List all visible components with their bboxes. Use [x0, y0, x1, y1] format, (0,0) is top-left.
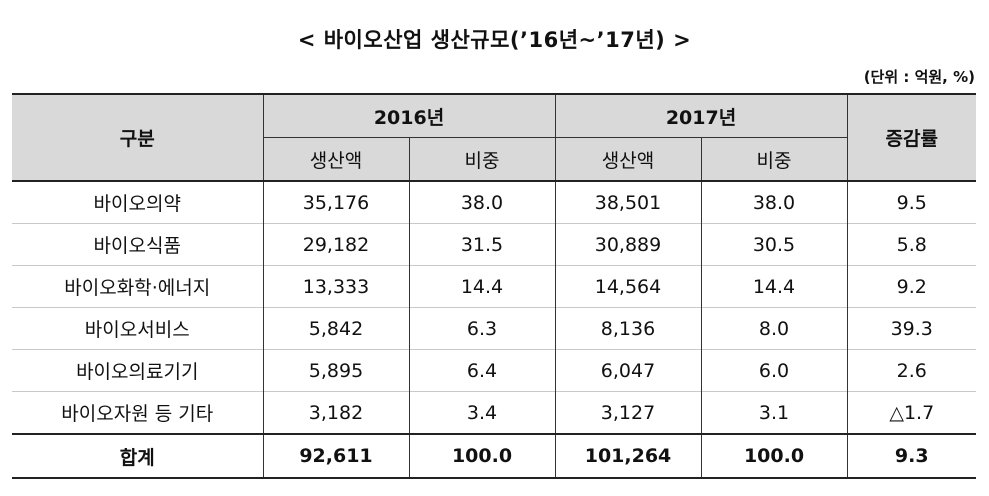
total-label: 합계 [12, 433, 264, 479]
row-name: 바이오화학·에너지 [12, 265, 264, 308]
cell-production-2016: 3,182 [262, 391, 410, 434]
cell-share-2017: 38.0 [700, 180, 848, 224]
header-share-2016: 비중 [408, 137, 556, 182]
cell-production-2016: 29,182 [262, 223, 410, 266]
cell-production-2016: 5,895 [262, 349, 410, 392]
header-year-2016: 2016년 [262, 93, 556, 138]
cell-growth: 5.8 [846, 223, 976, 266]
cell-share-2016: 3.4 [408, 391, 556, 434]
header-category: 구분 [12, 93, 264, 182]
cell-share-2017: 14.4 [700, 265, 848, 308]
table-row: 바이오화학·에너지 13,333 14.4 14,564 14.4 9.2 [12, 265, 976, 308]
total-row: 합계 92,611 100.0 101,264 100.0 9.3 [12, 433, 976, 479]
table-header: 구분 2016년 2017년 증감률 생산액 비중 생산액 비중 [12, 93, 976, 182]
cell-growth: 9.5 [846, 180, 976, 224]
row-name: 바이오의료기기 [12, 349, 264, 392]
table-body: 바이오의약 35,176 38.0 38,501 38.0 9.5 바이오식품 … [12, 180, 976, 479]
total-production-2017: 101,264 [554, 433, 702, 479]
cell-production-2017: 3,127 [554, 391, 702, 434]
cell-production-2016: 35,176 [262, 180, 410, 224]
cell-production-2017: 8,136 [554, 307, 702, 350]
total-growth: 9.3 [846, 433, 976, 479]
cell-growth: 2.6 [846, 349, 976, 392]
cell-share-2016: 31.5 [408, 223, 556, 266]
table-title: < 바이오산업 생산규모(’16년~’17년) > [297, 28, 692, 52]
unit-note: (단위 : 억원, %) [863, 68, 975, 86]
row-name: 바이오자원 등 기타 [12, 391, 264, 434]
total-share-2017: 100.0 [700, 433, 848, 479]
cell-share-2016: 38.0 [408, 180, 556, 224]
production-table: 구분 2016년 2017년 증감률 생산액 비중 생산액 비중 바이오의약 3… [12, 93, 976, 479]
cell-share-2017: 6.0 [700, 349, 848, 392]
cell-production-2017: 6,047 [554, 349, 702, 392]
cell-share-2017: 30.5 [700, 223, 848, 266]
cell-growth: 9.2 [846, 265, 976, 308]
table-row: 바이오의료기기 5,895 6.4 6,047 6.0 2.6 [12, 349, 976, 392]
header-share-2017: 비중 [700, 137, 848, 182]
cell-growth: 39.3 [846, 307, 976, 350]
table-row: 바이오서비스 5,842 6.3 8,136 8.0 39.3 [12, 307, 976, 350]
cell-production-2017: 14,564 [554, 265, 702, 308]
cell-production-2016: 13,333 [262, 265, 410, 308]
header-growth: 증감률 [846, 93, 976, 182]
header-year-2017: 2017년 [554, 93, 848, 138]
table-row: 바이오의약 35,176 38.0 38,501 38.0 9.5 [12, 180, 976, 224]
cell-share-2016: 6.3 [408, 307, 556, 350]
cell-growth: △1.7 [846, 391, 976, 434]
cell-production-2017: 38,501 [554, 180, 702, 224]
total-production-2016: 92,611 [262, 433, 410, 479]
total-share-2016: 100.0 [408, 433, 556, 479]
row-name: 바이오서비스 [12, 307, 264, 350]
header-production-2016: 생산액 [262, 137, 410, 182]
header-production-2017: 생산액 [554, 137, 702, 182]
cell-share-2016: 14.4 [408, 265, 556, 308]
row-name: 바이오의약 [12, 180, 264, 224]
cell-production-2017: 30,889 [554, 223, 702, 266]
table-row: 바이오자원 등 기타 3,182 3.4 3,127 3.1 △1.7 [12, 391, 976, 434]
cell-share-2016: 6.4 [408, 349, 556, 392]
cell-production-2016: 5,842 [262, 307, 410, 350]
row-name: 바이오식품 [12, 223, 264, 266]
table-row: 바이오식품 29,182 31.5 30,889 30.5 5.8 [12, 223, 976, 266]
cell-share-2017: 8.0 [700, 307, 848, 350]
cell-share-2017: 3.1 [700, 391, 848, 434]
